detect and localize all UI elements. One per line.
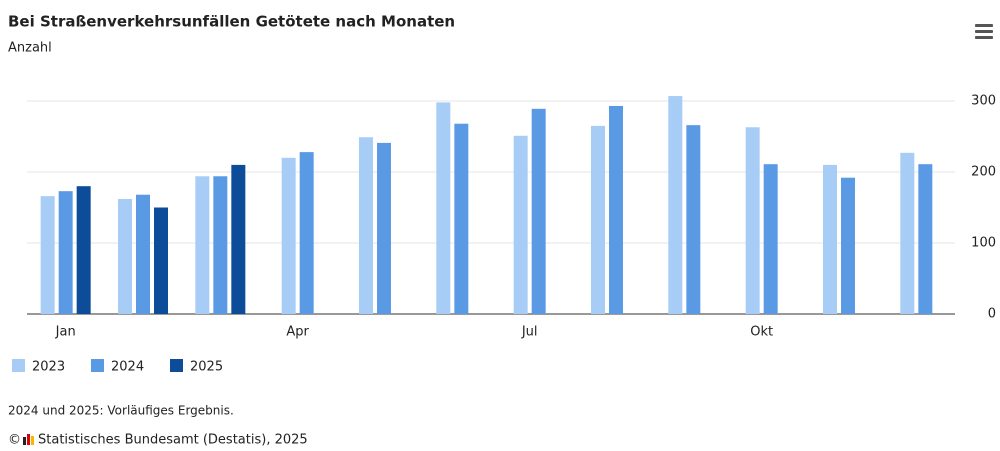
bar (841, 177, 855, 314)
bar (823, 164, 837, 314)
bar (40, 196, 55, 314)
bar (377, 142, 391, 314)
x-tick-label: Okt (750, 325, 773, 340)
legend-swatch (12, 359, 25, 372)
y-tick-label: 0 (988, 307, 996, 322)
bar (299, 152, 314, 314)
x-tick-label: Apr (286, 325, 309, 340)
bar (900, 152, 915, 314)
x-tick-label: Jul (521, 325, 538, 340)
bar (513, 135, 528, 314)
y-tick-label: 200 (971, 165, 996, 180)
menu-button[interactable] (975, 24, 993, 39)
legend-swatch (170, 359, 183, 372)
source: Statistisches Bundesamt (Destatis), 2025 (38, 433, 308, 448)
x-tick-label: Jan (55, 325, 76, 340)
bar (454, 123, 469, 314)
chart-title: Bei Straßenverkehrsunfällen Getötete nac… (8, 13, 455, 31)
bar (231, 164, 246, 314)
legend-swatch (91, 359, 104, 372)
note: 2024 und 2025: Vorläufiges Ergebnis. (8, 404, 234, 418)
copyright-sign: © (8, 433, 21, 448)
bar (154, 207, 168, 314)
bar (436, 102, 451, 314)
bar (58, 191, 73, 314)
bar (918, 164, 933, 314)
bar (609, 105, 623, 314)
bar (531, 108, 546, 314)
bar (195, 176, 210, 314)
bar (763, 164, 778, 314)
y-tick-label: 100 (971, 236, 996, 251)
bar (359, 137, 373, 314)
bar (591, 125, 605, 314)
bar (686, 125, 701, 314)
bar (118, 198, 132, 314)
chart-subtitle: Anzahl (8, 41, 52, 56)
y-tick-label: 300 (971, 94, 996, 109)
bar (281, 157, 296, 314)
bar (136, 194, 150, 314)
logo (23, 434, 34, 445)
legend-label: 2023 (32, 360, 65, 375)
bar (76, 186, 91, 314)
legend-label: 2025 (190, 360, 223, 375)
bar (745, 127, 760, 315)
legend-label: 2024 (111, 360, 144, 375)
bar (213, 176, 228, 314)
bar (668, 96, 683, 314)
